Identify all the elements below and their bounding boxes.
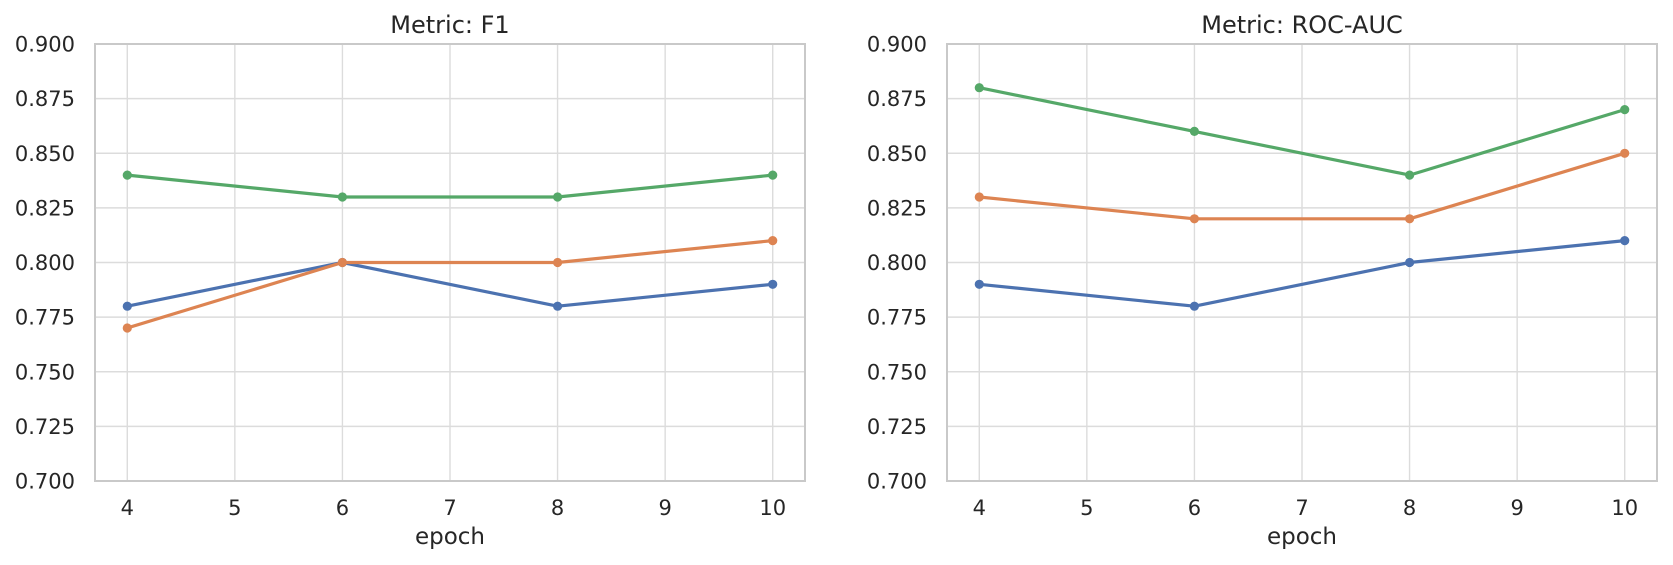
series-green-point-epoch-10	[1620, 105, 1630, 115]
chart-panel-f1: 0.700 0.725 0.750 0.775 0.800 0.825 0.850 0.875…	[0, 0, 836, 565]
x-tick-label-10: 10	[1611, 496, 1638, 520]
series-orange-point-epoch-8	[1405, 214, 1415, 224]
y-tick-label-0.775: 0.775	[15, 306, 75, 330]
series-orange-line	[977, 151, 1627, 221]
chart-title: Metric: ROC-AUC	[1201, 11, 1403, 39]
x-tick-label-6: 6	[1188, 496, 1201, 520]
series-green-point-epoch-4	[974, 83, 984, 93]
y-tick-label-0.775: 0.775	[867, 306, 927, 330]
y-tick-label-0.900: 0.900	[867, 33, 927, 57]
series-green-point-epoch-6	[1189, 126, 1199, 136]
y-tick-label-0.700: 0.700	[15, 470, 75, 494]
series-blue-point-epoch-4	[122, 301, 132, 311]
series-orange-point-epoch-6	[337, 257, 347, 268]
y-tick-label-0.850: 0.850	[15, 142, 75, 166]
y-tick-label-0.750: 0.750	[15, 360, 75, 384]
series-green-point-epoch-4	[122, 170, 132, 180]
x-tick-label-4: 4	[973, 496, 986, 520]
series-blue-line	[977, 239, 1627, 308]
x-tick-label-7: 7	[1295, 496, 1308, 520]
x-tick-label-9: 9	[658, 496, 671, 520]
series-green-line	[125, 173, 775, 199]
y-tick-label-0.700: 0.700	[867, 470, 927, 494]
x-axis-label: epoch	[415, 524, 485, 550]
series-green-point-epoch-10	[768, 170, 778, 180]
series-blue-point-epoch-6	[1189, 301, 1199, 311]
y-tick-label-0.875: 0.875	[867, 87, 927, 111]
x-tick-label-8: 8	[551, 496, 564, 520]
series-orange-point-epoch-10	[1620, 148, 1630, 158]
y-tick-label-0.875: 0.875	[15, 87, 75, 111]
y-tick-label-0.750: 0.750	[867, 360, 927, 384]
y-tick-label-0.725: 0.725	[15, 415, 75, 439]
x-tick-label-7: 7	[443, 496, 456, 520]
y-tick-label-0.825: 0.825	[15, 196, 75, 220]
series-green-point-epoch-8	[1405, 170, 1415, 180]
y-tick-label-0.800: 0.800	[15, 251, 75, 275]
axes-frame	[946, 43, 1658, 482]
series-orange-point-epoch-8	[553, 257, 563, 268]
series-orange-point-epoch-10	[768, 236, 778, 246]
series-orange-point-epoch-4	[122, 323, 132, 333]
plot-background	[0, 0, 836, 565]
x-tick-label-9: 9	[1510, 496, 1523, 520]
y-tick-label-0.850: 0.850	[867, 142, 927, 166]
axes-frame	[94, 43, 806, 482]
series-green-point-epoch-6	[337, 192, 347, 202]
series-blue-point-epoch-10	[768, 279, 778, 289]
x-tick-label-8: 8	[1403, 496, 1416, 520]
series-green-point-epoch-8	[553, 192, 563, 202]
y-tick-label-0.800: 0.800	[867, 251, 927, 275]
chart-title: Metric: F1	[390, 11, 509, 39]
x-tick-label-5: 5	[1080, 496, 1093, 520]
x-tick-label-6: 6	[336, 496, 349, 520]
x-axis-label: epoch	[1267, 524, 1337, 550]
series-orange-line	[125, 239, 775, 330]
y-tick-label-0.825: 0.825	[867, 196, 927, 220]
series-blue-point-epoch-8	[553, 301, 563, 311]
x-tick-label-10: 10	[759, 496, 786, 520]
series-blue-point-epoch-4	[974, 279, 984, 289]
series-blue-point-epoch-8	[1405, 257, 1415, 268]
series-green-line	[977, 86, 1627, 177]
x-tick-label-4: 4	[121, 496, 134, 520]
series-blue-point-epoch-10	[1620, 236, 1630, 246]
y-tick-label-0.725: 0.725	[867, 415, 927, 439]
series-orange-point-epoch-6	[1189, 214, 1199, 224]
chart-panel-roc-auc: 0.700 0.725 0.750 0.775 0.800 0.825 0.850 0.875…	[836, 0, 1673, 565]
series-blue-line	[125, 260, 775, 308]
series-orange-point-epoch-4	[974, 192, 984, 202]
y-tick-label-0.900: 0.900	[15, 33, 75, 57]
x-tick-label-5: 5	[228, 496, 241, 520]
